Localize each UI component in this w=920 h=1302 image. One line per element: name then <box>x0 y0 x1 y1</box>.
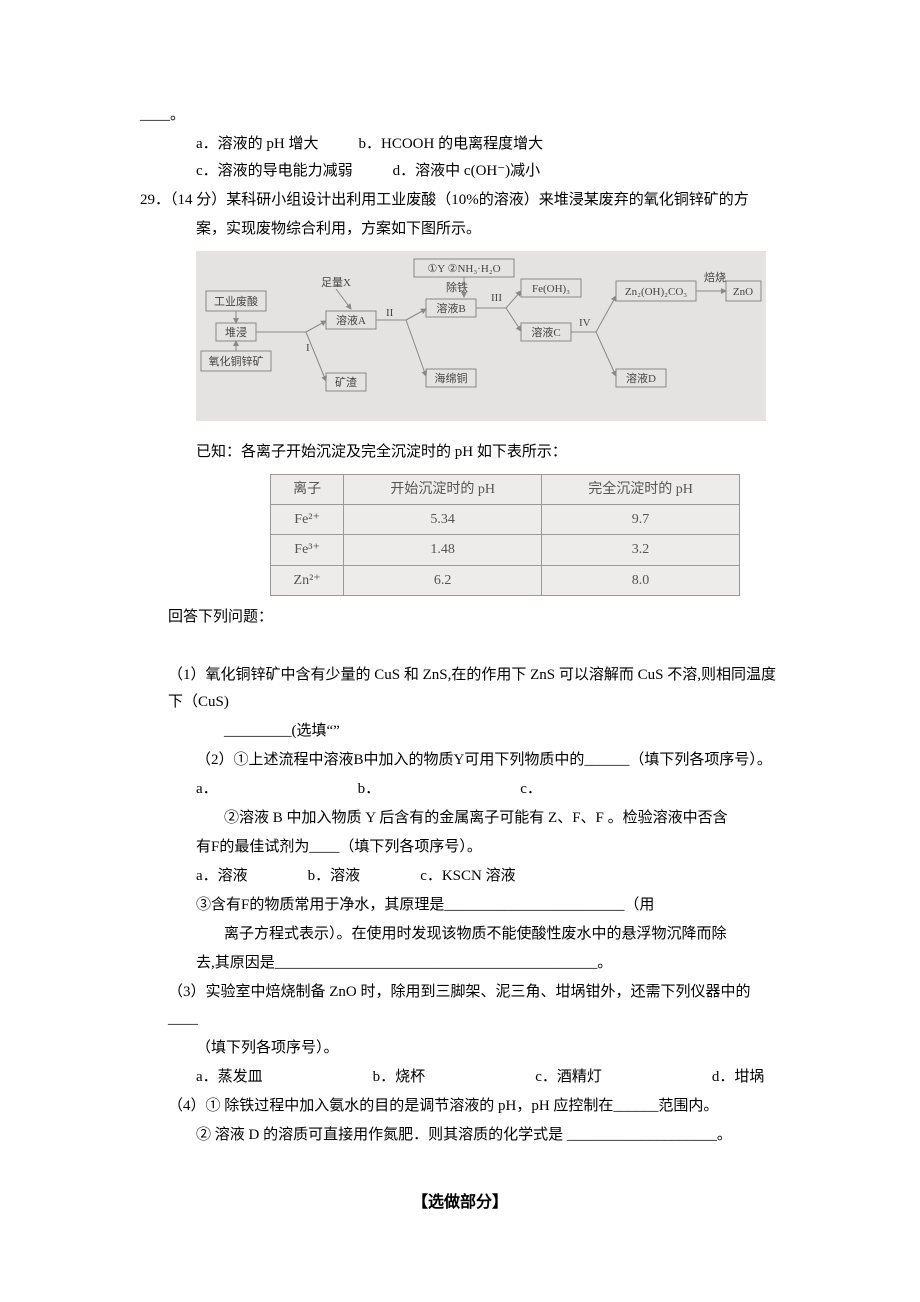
node-feoh3: Fe(OH)₃ <box>532 283 570 295</box>
sub2-line1: （2）①上述流程中溶液B中加入的物质Y可用下列物质中的______（填下列各项序… <box>140 747 780 774</box>
option-a: a．溶液的 pH 增大 <box>196 131 319 158</box>
sub2-circ2b: 有F的最佳试剂为____（填下列各项序号）。 <box>140 834 780 861</box>
sub2-circ3a: ③含有F的物质常用于净水，其原理是_______________________… <box>140 892 780 919</box>
node-excessX: 足量X <box>321 276 351 289</box>
q29-stem1: 某科研小组设计出利用工业废酸（10%的溶液）来堆浸某废弃的氧化铜锌矿的方 <box>226 192 749 208</box>
node-heap: 堆浸 <box>225 326 247 339</box>
option-c: c．酒精灯 <box>535 1064 602 1091</box>
cell: Fe³⁺ <box>271 535 344 565</box>
sub2-circ3b: 离子方程式表示）。在使用时发现该物质不能使酸性废水中的悬浮物沉降而除 <box>140 921 780 948</box>
table-row: Zn²⁺ 6.2 8.0 <box>271 565 740 595</box>
cell: 1.48 <box>344 535 542 565</box>
cell: 6.2 <box>344 565 542 595</box>
node-I: I <box>306 342 310 354</box>
q29-stem-line2: 案，实现废物综合利用，方案如下图所示。 <box>140 216 780 243</box>
node-solC: 溶液C <box>531 325 560 339</box>
answer-prompt: 回答下列问题： <box>140 604 780 631</box>
node-slag: 矿渣 <box>335 375 357 389</box>
sub1-line1: （1）氧化铜锌矿中含有少量的 CuS 和 ZnS,在的作用下 ZnS 可以溶解而… <box>140 662 780 716</box>
table-row: Fe²⁺ 5.34 9.7 <box>271 505 740 535</box>
option-c: c．KSCN 溶液 <box>420 863 515 890</box>
prelude-tail: ____。 <box>140 102 780 129</box>
cell: 5.34 <box>344 505 542 535</box>
q29-points: （14 分） <box>170 192 226 208</box>
sub2-circ2-options: a．溶液 b．溶液 c．KSCN 溶液 <box>140 863 780 890</box>
option-c: c．溶液的导电能力减弱 <box>196 158 353 185</box>
option-b: b．烧杯 <box>373 1064 426 1091</box>
option-b: b． <box>358 776 381 803</box>
node-solB: 溶液B <box>436 301 465 315</box>
node-II: II <box>386 307 394 319</box>
node-removeFe: 除铁 <box>446 280 468 294</box>
sub3-line2: （填下列各项序号）。 <box>140 1035 780 1062</box>
option-a: a．蒸发皿 <box>196 1064 263 1091</box>
sub1-line2: _________(选填“” <box>140 718 780 745</box>
option-d: d．坩埚 <box>712 1064 765 1091</box>
node-solD: 溶液D <box>626 371 656 385</box>
option-a: a． <box>196 776 218 803</box>
prelude-options-row2: c．溶液的导电能力减弱 d．溶液中 c(OH⁻)减小 <box>140 158 780 185</box>
option-d: d．溶液中 c(OH⁻)减小 <box>393 158 540 185</box>
option-b: b．HCOOH 的电离程度增大 <box>359 131 544 158</box>
node-y-nh3: ①Y ②NH₃·H₂O <box>427 263 500 275</box>
sub3-options: a．蒸发皿 b．烧杯 c．酒精灯 d．坩埚 <box>140 1064 780 1091</box>
sub2-options: a． b． c． <box>140 776 780 803</box>
sub2-circ2a: ②溶液 B 中加入物质 Y 后含有的金属离子可能有 Z、F、F 。检验溶液中否含 <box>140 805 780 832</box>
col-start: 开始沉淀时的 pH <box>344 475 542 505</box>
cell: Zn²⁺ <box>271 565 344 595</box>
node-acid: 工业废酸 <box>214 294 258 308</box>
node-zno: ZnO <box>733 286 753 298</box>
table-row: Fe³⁺ 1.48 3.2 <box>271 535 740 565</box>
q29-known: 已知：各离子开始沉淀及完全沉淀时的 pH 如下表所示： <box>140 439 780 466</box>
node-roast: 焙烧 <box>704 270 726 284</box>
node-sponge: 海绵铜 <box>435 371 468 385</box>
flowchart: 工业废酸 堆浸 氧化铜锌矿 I 溶液A 矿渣 足量X II ①Y ②NH₃·H₂… <box>196 251 766 431</box>
col-complete: 完全沉淀时的 pH <box>542 475 740 505</box>
sub4-circ2: ② 溶液 D 的溶质可直接用作氮肥．则其溶质的化学式是 ____________… <box>140 1122 780 1149</box>
ph-table: 离子 开始沉淀时的 pH 完全沉淀时的 pH Fe²⁺ 5.34 9.7 Fe³… <box>270 474 740 596</box>
prelude-options-row1: a．溶液的 pH 增大 b．HCOOH 的电离程度增大 <box>140 131 780 158</box>
node-znoh2co3: Zn₂(OH)₂CO₃ <box>625 286 687 298</box>
cell: 9.7 <box>542 505 740 535</box>
q29-stem-line1: 29．（14 分）某科研小组设计出利用工业废酸（10%的溶液）来堆浸某废弃的氧化… <box>140 187 780 214</box>
optional-heading: 【选做部分】 <box>140 1189 780 1218</box>
node-IV: IV <box>579 317 591 329</box>
table-header-row: 离子 开始沉淀时的 pH 完全沉淀时的 pH <box>271 475 740 505</box>
sub4-circ1: （4）① 除铁过程中加入氨水的目的是调节溶液的 pH，pH 应控制在______… <box>140 1093 780 1120</box>
node-III: III <box>491 292 502 304</box>
option-c: c． <box>520 776 542 803</box>
col-ion: 离子 <box>271 475 344 505</box>
node-ore: 氧化铜锌矿 <box>209 354 264 368</box>
option-b: b．溶液 <box>308 863 361 890</box>
sub2-circ3c: 去,其原因是__________________________________… <box>140 950 780 977</box>
option-a: a．溶液 <box>196 863 248 890</box>
q29-number: 29． <box>140 192 170 208</box>
cell: 8.0 <box>542 565 740 595</box>
node-solA: 溶液A <box>336 313 366 327</box>
cell: 3.2 <box>542 535 740 565</box>
sub3-line1: （3）实验室中焙烧制备 ZnO 时，除用到三脚架、泥三角、坩埚钳外，还需下列仪器… <box>140 979 780 1033</box>
cell: Fe²⁺ <box>271 505 344 535</box>
